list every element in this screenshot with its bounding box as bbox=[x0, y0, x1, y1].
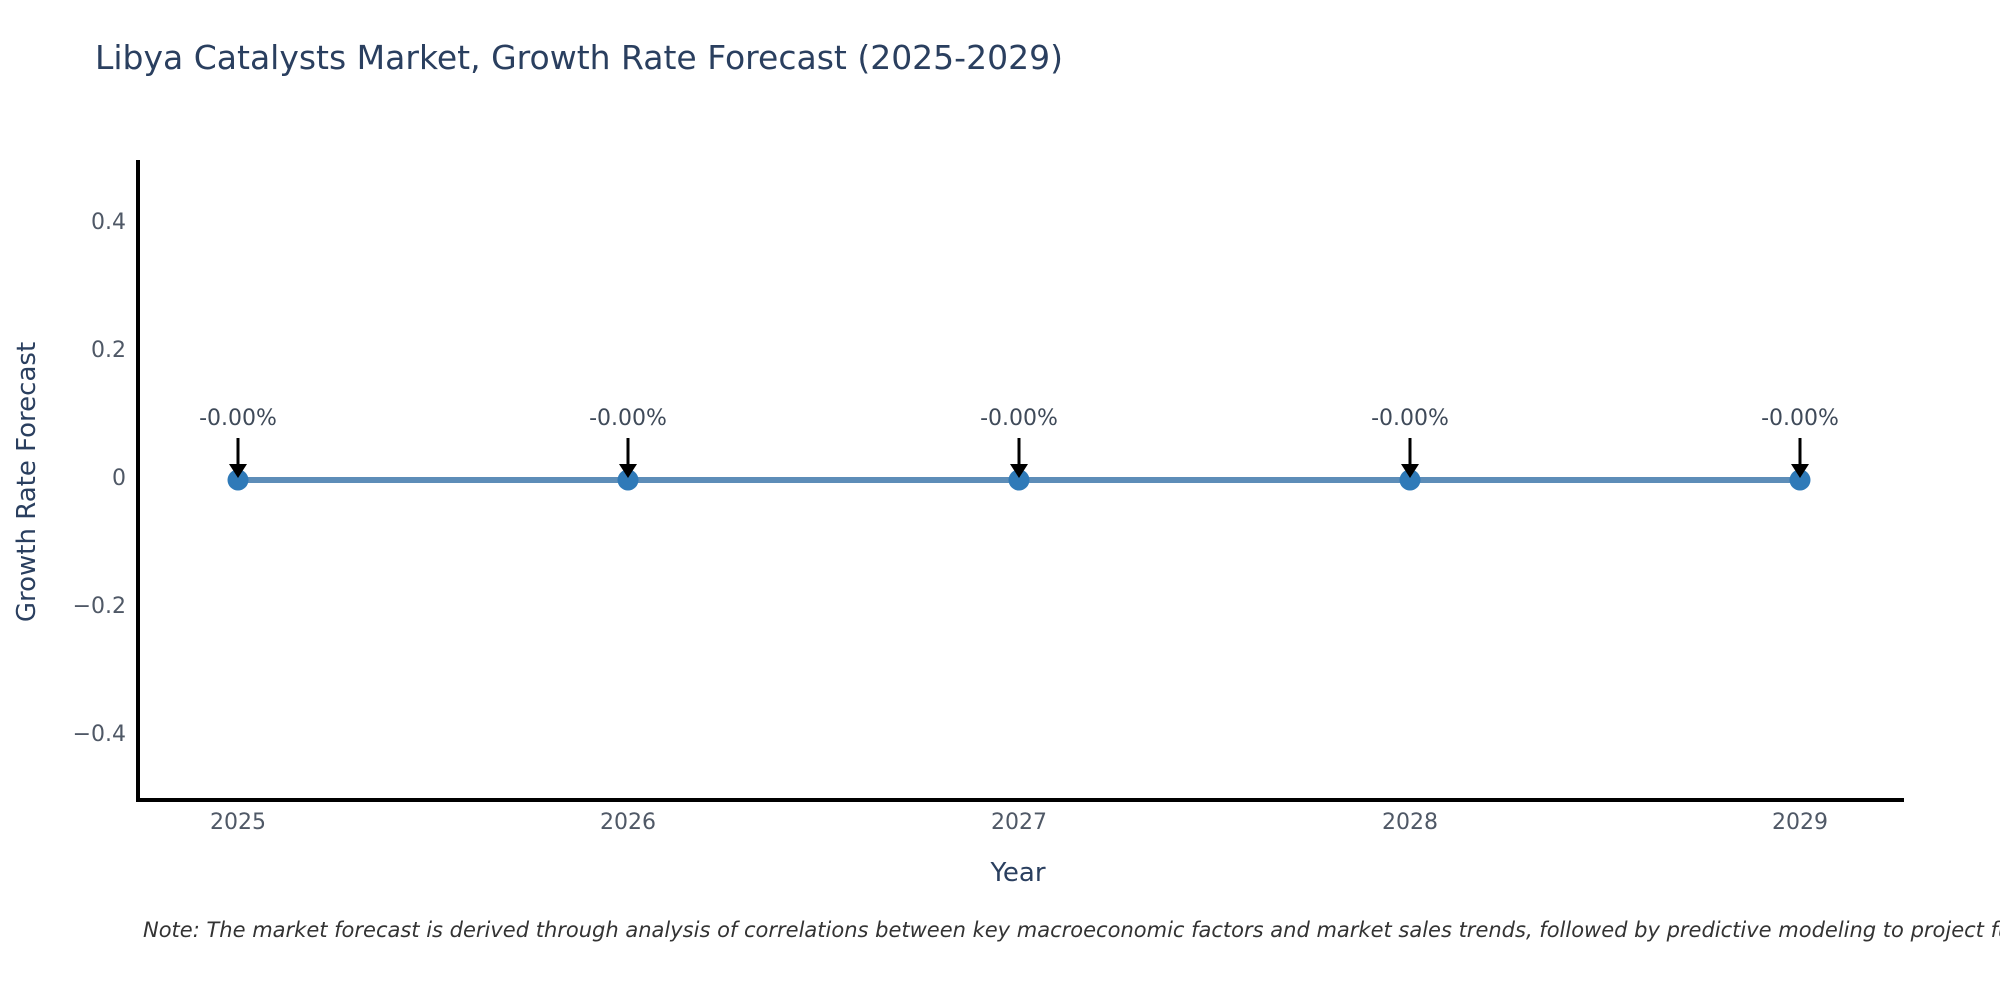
annotation-arrow-line bbox=[1798, 438, 1802, 466]
annotation-arrow-line bbox=[1408, 438, 1412, 466]
x-tick-label: 2029 bbox=[1772, 810, 1828, 835]
x-tick-label: 2027 bbox=[991, 810, 1047, 835]
annotation-arrow-line bbox=[1017, 438, 1021, 466]
x-tick-label: 2028 bbox=[1382, 810, 1438, 835]
annotation-arrowhead-icon bbox=[619, 464, 637, 478]
annotation-arrowhead-icon bbox=[1401, 464, 1419, 478]
x-axis-line bbox=[136, 798, 1904, 802]
chart-title: Libya Catalysts Market, Growth Rate Fore… bbox=[95, 38, 1063, 77]
annotation-arrow-line bbox=[236, 438, 240, 466]
annotation-arrowhead-icon bbox=[1791, 464, 1809, 478]
annotation-label: -0.00% bbox=[980, 406, 1058, 431]
x-tick-label: 2025 bbox=[210, 810, 266, 835]
annotation-label: -0.00% bbox=[1371, 406, 1449, 431]
x-tick-label: 2026 bbox=[600, 810, 656, 835]
y-tick-label: 0 bbox=[112, 466, 126, 491]
footnote: Note: The market forecast is derived thr… bbox=[143, 918, 2000, 942]
annotation-label: -0.00% bbox=[589, 406, 667, 431]
annotation-arrowhead-icon bbox=[1010, 464, 1028, 478]
y-tick-label: −0.2 bbox=[72, 594, 126, 619]
x-axis-title: Year bbox=[990, 858, 1046, 888]
y-tick-label: 0.4 bbox=[91, 210, 126, 235]
annotation-arrowhead-icon bbox=[229, 464, 247, 478]
y-tick-label: −0.4 bbox=[72, 722, 126, 747]
annotation-label: -0.00% bbox=[1761, 406, 1839, 431]
annotation-arrow-line bbox=[626, 438, 630, 466]
y-tick-label: 0.2 bbox=[91, 338, 126, 363]
y-axis-line bbox=[136, 160, 140, 802]
annotation-label: -0.00% bbox=[199, 406, 277, 431]
